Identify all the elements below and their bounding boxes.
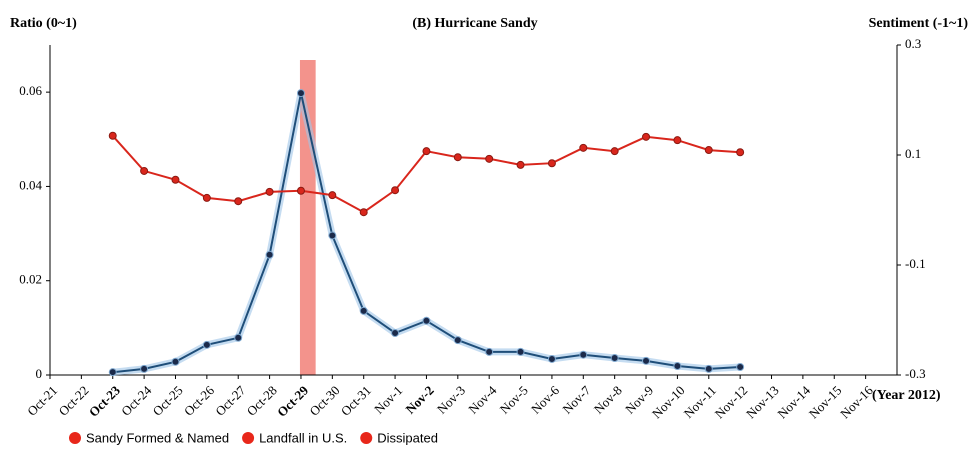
point	[673, 136, 682, 145]
point	[579, 350, 588, 359]
x-tick-label: Nov-14	[774, 382, 813, 421]
y-axis-label: Ratio (0~1)	[10, 16, 77, 31]
x-tick-label: Oct-29	[274, 382, 312, 420]
point	[140, 364, 149, 373]
point	[202, 193, 211, 202]
y2-tick-label: -0.1	[905, 256, 926, 271]
y2-tick-label: 0.1	[905, 146, 921, 161]
point	[234, 197, 243, 206]
point	[359, 208, 368, 217]
x-tick-label: Nov-10	[649, 383, 688, 422]
point	[736, 362, 745, 371]
x-tick-label: Oct-27	[212, 382, 248, 418]
legend-marker	[242, 432, 255, 444]
x-tick-label: Nov-3	[434, 383, 468, 417]
point	[704, 364, 713, 373]
y2-axis-label: Sentiment (-1~1)	[869, 16, 969, 31]
point	[516, 160, 525, 169]
x-tick-label: Oct-28	[244, 383, 280, 419]
point	[202, 340, 211, 349]
legend-label: Dissipated	[377, 430, 438, 445]
point	[234, 333, 243, 342]
y2-tick-label: -0.3	[905, 366, 926, 381]
x-tick-label: Oct-24	[118, 382, 154, 418]
point	[171, 357, 180, 366]
point	[422, 316, 431, 325]
y2-tick-label: 0.3	[905, 36, 921, 51]
point	[547, 159, 556, 168]
point	[642, 132, 651, 141]
x-tick-label: Nov-1	[371, 383, 405, 417]
x-tick-label: Nov-5	[497, 383, 531, 417]
point	[579, 143, 588, 152]
x-tick-label: Oct-25	[150, 383, 186, 419]
point	[328, 231, 337, 240]
legend-label: Sandy Formed & Named	[86, 430, 229, 445]
point	[171, 175, 180, 184]
point	[108, 368, 117, 377]
x-tick-label: Oct-30	[306, 383, 342, 419]
x-tick-label: Oct-31	[338, 383, 374, 419]
y-tick-label: 0.02	[19, 272, 42, 287]
point	[547, 354, 556, 363]
x-tick-label: Nov-15	[806, 383, 845, 422]
x-tick-label: Nov-4	[465, 382, 499, 416]
point	[485, 347, 494, 356]
point	[296, 89, 305, 98]
x-tick-label: Oct-26	[181, 382, 217, 418]
x-tick-label: Nov-8	[591, 383, 625, 417]
x-tick-label: Nov-6	[528, 382, 562, 416]
point	[359, 306, 368, 315]
x-axis-label: (Year 2012)	[872, 388, 941, 403]
legend-marker	[69, 432, 81, 444]
y-tick-label: 0	[36, 366, 43, 381]
point	[516, 347, 525, 356]
point	[296, 186, 305, 195]
point	[422, 147, 431, 156]
y-tick-label: 0.06	[19, 83, 42, 98]
point	[642, 356, 651, 365]
point	[704, 146, 713, 155]
legend-marker	[360, 432, 373, 444]
point	[265, 250, 274, 259]
x-tick-label: Nov-12	[712, 383, 751, 422]
x-tick-label: Oct-21	[24, 383, 60, 419]
point	[108, 131, 117, 140]
point	[265, 187, 274, 196]
x-tick-label: Nov-11	[681, 383, 719, 421]
x-tick-label: Nov-16	[837, 382, 876, 421]
y-tick-label: 0.04	[19, 177, 42, 192]
point	[485, 154, 494, 163]
x-tick-label: Nov-7	[559, 382, 593, 416]
point	[453, 153, 462, 162]
point	[736, 148, 745, 157]
point	[673, 362, 682, 371]
point	[391, 186, 400, 195]
x-tick-label: Nov-13	[743, 383, 782, 422]
point	[453, 336, 462, 345]
point	[328, 191, 337, 200]
point	[140, 166, 149, 175]
point	[610, 354, 619, 363]
legend-label: Landfall in U.S.	[259, 430, 347, 445]
point	[610, 147, 619, 156]
chart-title: (B) Hurricane Sandy	[412, 16, 537, 31]
x-tick-label: Oct-23	[86, 382, 124, 420]
point	[391, 329, 400, 338]
x-tick-label: Oct-22	[55, 383, 91, 419]
x-tick-label: Nov-2	[403, 383, 437, 417]
